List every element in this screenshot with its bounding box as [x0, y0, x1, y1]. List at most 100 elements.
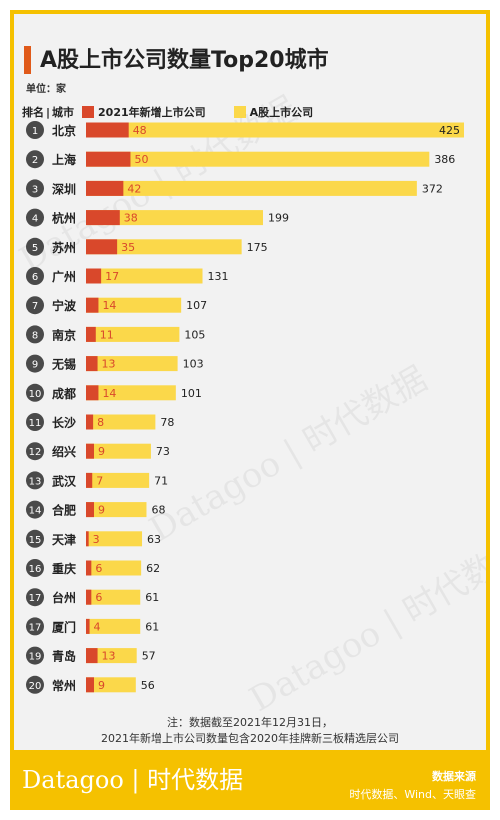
bar-total	[86, 414, 156, 430]
total-value-label: 68	[151, 504, 165, 517]
bar-new	[86, 122, 129, 138]
total-value-label: 425	[439, 124, 460, 137]
rank-number: 13	[29, 476, 42, 487]
chart-title: A股上市公司数量Top20城市	[40, 48, 329, 73]
bar-total	[86, 297, 182, 313]
unit-label: 单位：家	[26, 84, 66, 95]
bar-new	[86, 268, 102, 284]
bar-new	[86, 385, 99, 401]
bar-new	[86, 531, 89, 547]
city-label: 重庆	[52, 561, 76, 576]
rank-number: 14	[29, 506, 42, 517]
city-label: 上海	[52, 152, 76, 167]
total-value-label: 78	[160, 416, 174, 429]
total-value-label: 199	[268, 212, 289, 225]
bar-new	[86, 210, 120, 226]
rank-number: 9	[32, 360, 38, 371]
bar-total	[86, 326, 180, 342]
new-value-label: 8	[97, 416, 104, 429]
city-label: 广州	[52, 269, 76, 284]
total-value-label: 103	[183, 358, 204, 371]
new-value-label: 38	[124, 212, 138, 225]
bar-total	[86, 618, 141, 634]
source-title: 数据来源	[432, 770, 476, 783]
city-label: 合肥	[52, 503, 76, 518]
city-label: 常州	[52, 678, 76, 693]
bar-total	[86, 648, 137, 664]
rank-badge	[26, 442, 44, 461]
rank-number: 5	[32, 243, 38, 254]
total-value-label: 73	[156, 445, 170, 458]
bar-new	[86, 326, 96, 342]
rank-badge	[26, 646, 44, 665]
brand-logo: Datagoo | 时代数据	[22, 766, 244, 794]
total-value-label: 62	[146, 562, 160, 575]
city-label: 绍兴	[52, 444, 76, 459]
new-value-label: 3	[93, 533, 100, 546]
bar-new	[86, 648, 98, 664]
bar-new	[86, 618, 90, 634]
note-line-2: 2021年新增上市公司数量包含2020年挂牌新三板精选层公司	[101, 732, 399, 745]
rank-badge	[26, 354, 44, 373]
city-label: 苏州	[52, 240, 76, 255]
bar-new	[86, 151, 131, 167]
bar-total	[86, 356, 178, 372]
rank-badge	[26, 471, 44, 490]
bar-total	[86, 589, 141, 605]
city-label: 台州	[52, 590, 76, 605]
rank-number: 10	[29, 389, 42, 400]
total-value-label: 175	[247, 241, 268, 254]
rank-number: 3	[32, 184, 38, 195]
rank-number: 15	[29, 535, 42, 546]
watermark: Datagoo | 时代数据	[243, 529, 486, 720]
city-label: 深圳	[52, 181, 76, 196]
total-value-label: 63	[147, 533, 161, 546]
rank-badge	[26, 617, 44, 636]
title-accent	[24, 46, 31, 74]
bar-new	[86, 589, 92, 605]
rank-badge	[26, 208, 44, 227]
chart-frame: A股上市公司数量Top20城市 单位：家 排名 | 城市 2021年新增上市公司…	[10, 10, 490, 810]
bar-total	[86, 443, 151, 459]
new-value-label: 6	[95, 591, 102, 604]
rank-number: 4	[32, 214, 38, 225]
new-value-label: 9	[98, 504, 105, 517]
new-value-label: 14	[102, 387, 116, 400]
legend-label-total: A股上市公司	[249, 106, 314, 119]
city-label: 长沙	[52, 415, 76, 430]
city-label: 厦门	[52, 619, 76, 634]
new-value-label: 4	[94, 620, 101, 633]
new-value-label: 35	[121, 241, 135, 254]
bar-total	[86, 122, 464, 138]
rank-badge	[26, 529, 44, 548]
rank-number: 6	[32, 272, 38, 283]
rank-badge	[26, 383, 44, 402]
city-label: 天津	[52, 532, 76, 547]
rank-number: 11	[29, 418, 42, 429]
rank-number: 17	[29, 593, 42, 604]
city-label: 青岛	[52, 649, 76, 664]
legend-label-new: 2021年新增上市公司	[98, 106, 206, 119]
bar-new	[86, 414, 94, 430]
city-label: 杭州	[52, 211, 76, 226]
rank-number: 16	[29, 564, 42, 575]
rank-badge	[26, 267, 44, 285]
new-value-label: 13	[102, 358, 116, 371]
rank-badge	[26, 500, 44, 519]
bar-total	[86, 210, 263, 226]
total-value-label: 107	[186, 299, 207, 312]
new-value-label: 50	[134, 153, 148, 166]
bar-total	[86, 180, 417, 196]
rank-badge	[26, 121, 44, 139]
rank-badge	[26, 179, 44, 198]
total-value-label: 61	[145, 591, 159, 604]
rank-number: 2	[32, 155, 38, 166]
bar-new	[86, 472, 93, 488]
city-label: 南京	[52, 327, 76, 342]
bar-new	[86, 443, 95, 459]
new-value-label: 7	[96, 474, 103, 487]
bar-total	[86, 385, 176, 401]
new-value-label: 17	[105, 270, 119, 283]
bar-new	[86, 180, 124, 196]
new-value-label: 9	[98, 445, 105, 458]
